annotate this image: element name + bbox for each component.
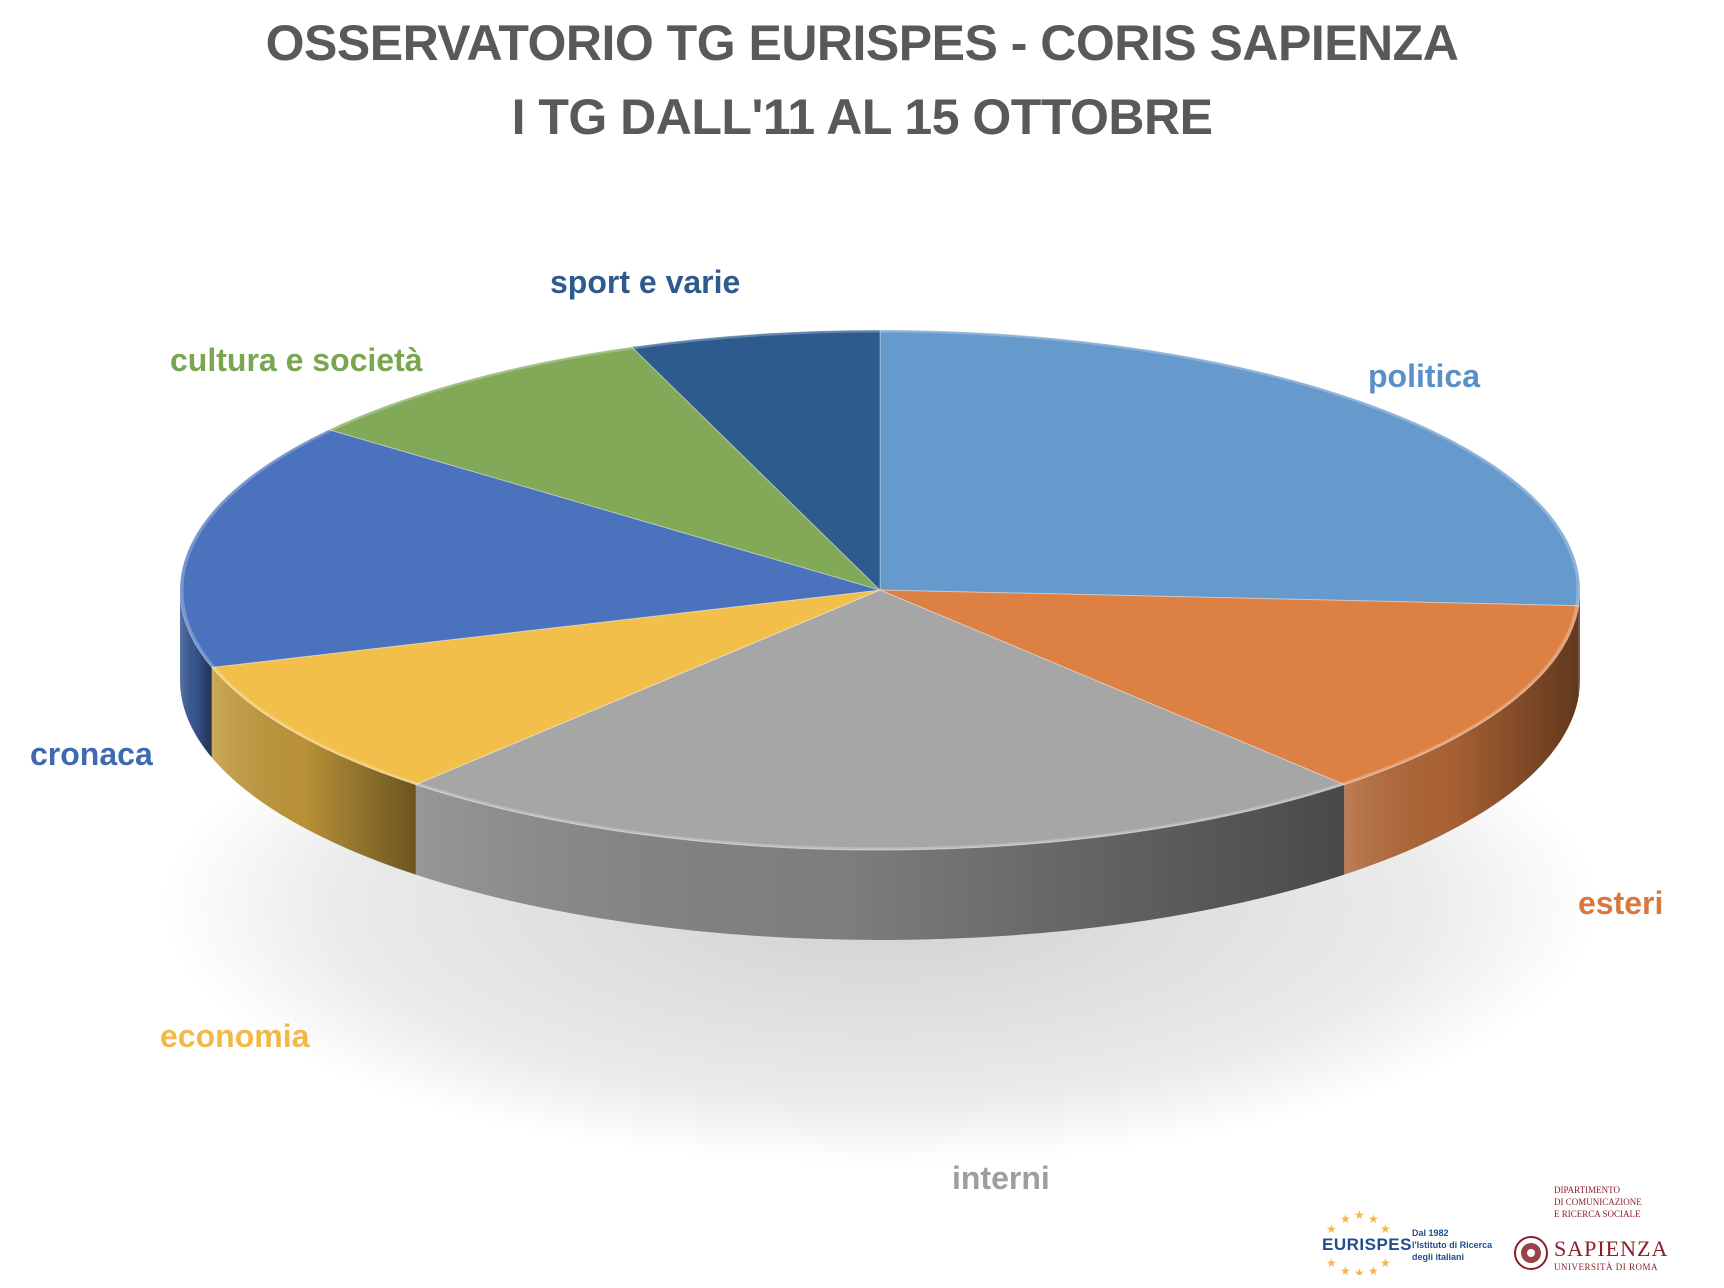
- slice-interni: [414, 589, 1346, 851]
- label-cultura-e-societa: cultura e società: [170, 342, 423, 378]
- slice-cronaca: [179, 429, 881, 668]
- sapienza-department: DIPARTIMENTO DI COMUNICAZIONE E RICERCA …: [1554, 1185, 1642, 1219]
- pie-sides: [180, 590, 1580, 940]
- svg-text:★: ★: [1340, 1212, 1351, 1226]
- slice-economia: [210, 589, 881, 786]
- svg-text:★: ★: [1354, 1266, 1365, 1275]
- sapienza-logo: DIPARTIMENTO DI COMUNICAZIONE E RICERCA …: [1510, 1182, 1690, 1282]
- svg-text:★: ★: [1380, 1256, 1391, 1270]
- svg-text:★: ★: [1368, 1212, 1379, 1226]
- svg-text:★: ★: [1368, 1264, 1379, 1275]
- slice-esteri: [879, 589, 1580, 786]
- pie-rim-highlight: [180, 329, 1580, 851]
- slice-side-shading: [415, 784, 1345, 940]
- chart-title-line-1: OSSERVATORIO TG EURISPES - CORIS SAPIENZ…: [265, 15, 1459, 71]
- slice-cultura-e-società: [327, 346, 881, 591]
- chart-title-line-2: I TG DALL'11 AL 15 OTTOBRE: [511, 89, 1213, 145]
- svg-text:★: ★: [1380, 1222, 1391, 1236]
- pie-tops: [179, 329, 1581, 851]
- slice-side-shading: [211, 667, 416, 875]
- eurispes-name: EURISPES: [1322, 1235, 1412, 1254]
- chart-title: OSSERVATORIO TG EURISPES - CORIS SAPIENZ…: [0, 6, 1724, 154]
- slice-side-shading: [180, 590, 212, 758]
- sapienza-name: SAPIENZA: [1554, 1236, 1669, 1261]
- svg-text:★: ★: [1354, 1208, 1365, 1222]
- label-esteri: esteri: [1578, 885, 1664, 921]
- label-interni: interni: [952, 1160, 1050, 1196]
- eurispes-stars-icon: ★ ★ ★ ★ ★ ★ ★ ★ ★ ★: [1326, 1208, 1391, 1275]
- sapienza-seal-icon: [1514, 1236, 1548, 1270]
- label-economia: economia: [160, 1018, 310, 1054]
- label-sport-e-varie: sport e varie: [550, 264, 741, 300]
- sapienza-subtitle: UNIVERSITÀ DI ROMA: [1554, 1262, 1658, 1272]
- eurispes-logo: ★ ★ ★ ★ ★ ★ ★ ★ ★ ★ EURISPES Dal 1982 l'Istitu…: [1318, 1205, 1492, 1275]
- slice-side-shading: [1578, 590, 1580, 696]
- slice-politica: [879, 329, 1581, 607]
- slice-side-shading: [1344, 605, 1579, 875]
- svg-text:★: ★: [1326, 1256, 1337, 1270]
- slice-sport-e-varie: [630, 329, 881, 592]
- label-politica: politica: [1368, 358, 1481, 394]
- label-cronaca: cronaca: [30, 736, 153, 772]
- svg-text:★: ★: [1326, 1222, 1337, 1236]
- svg-text:★: ★: [1340, 1264, 1351, 1275]
- eurispes-tagline: Dal 1982 l'Istituto di Ricerca degli ita…: [1412, 1228, 1493, 1262]
